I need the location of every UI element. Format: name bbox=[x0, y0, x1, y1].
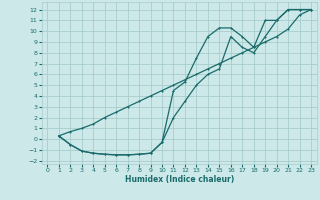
X-axis label: Humidex (Indice chaleur): Humidex (Indice chaleur) bbox=[124, 175, 234, 184]
